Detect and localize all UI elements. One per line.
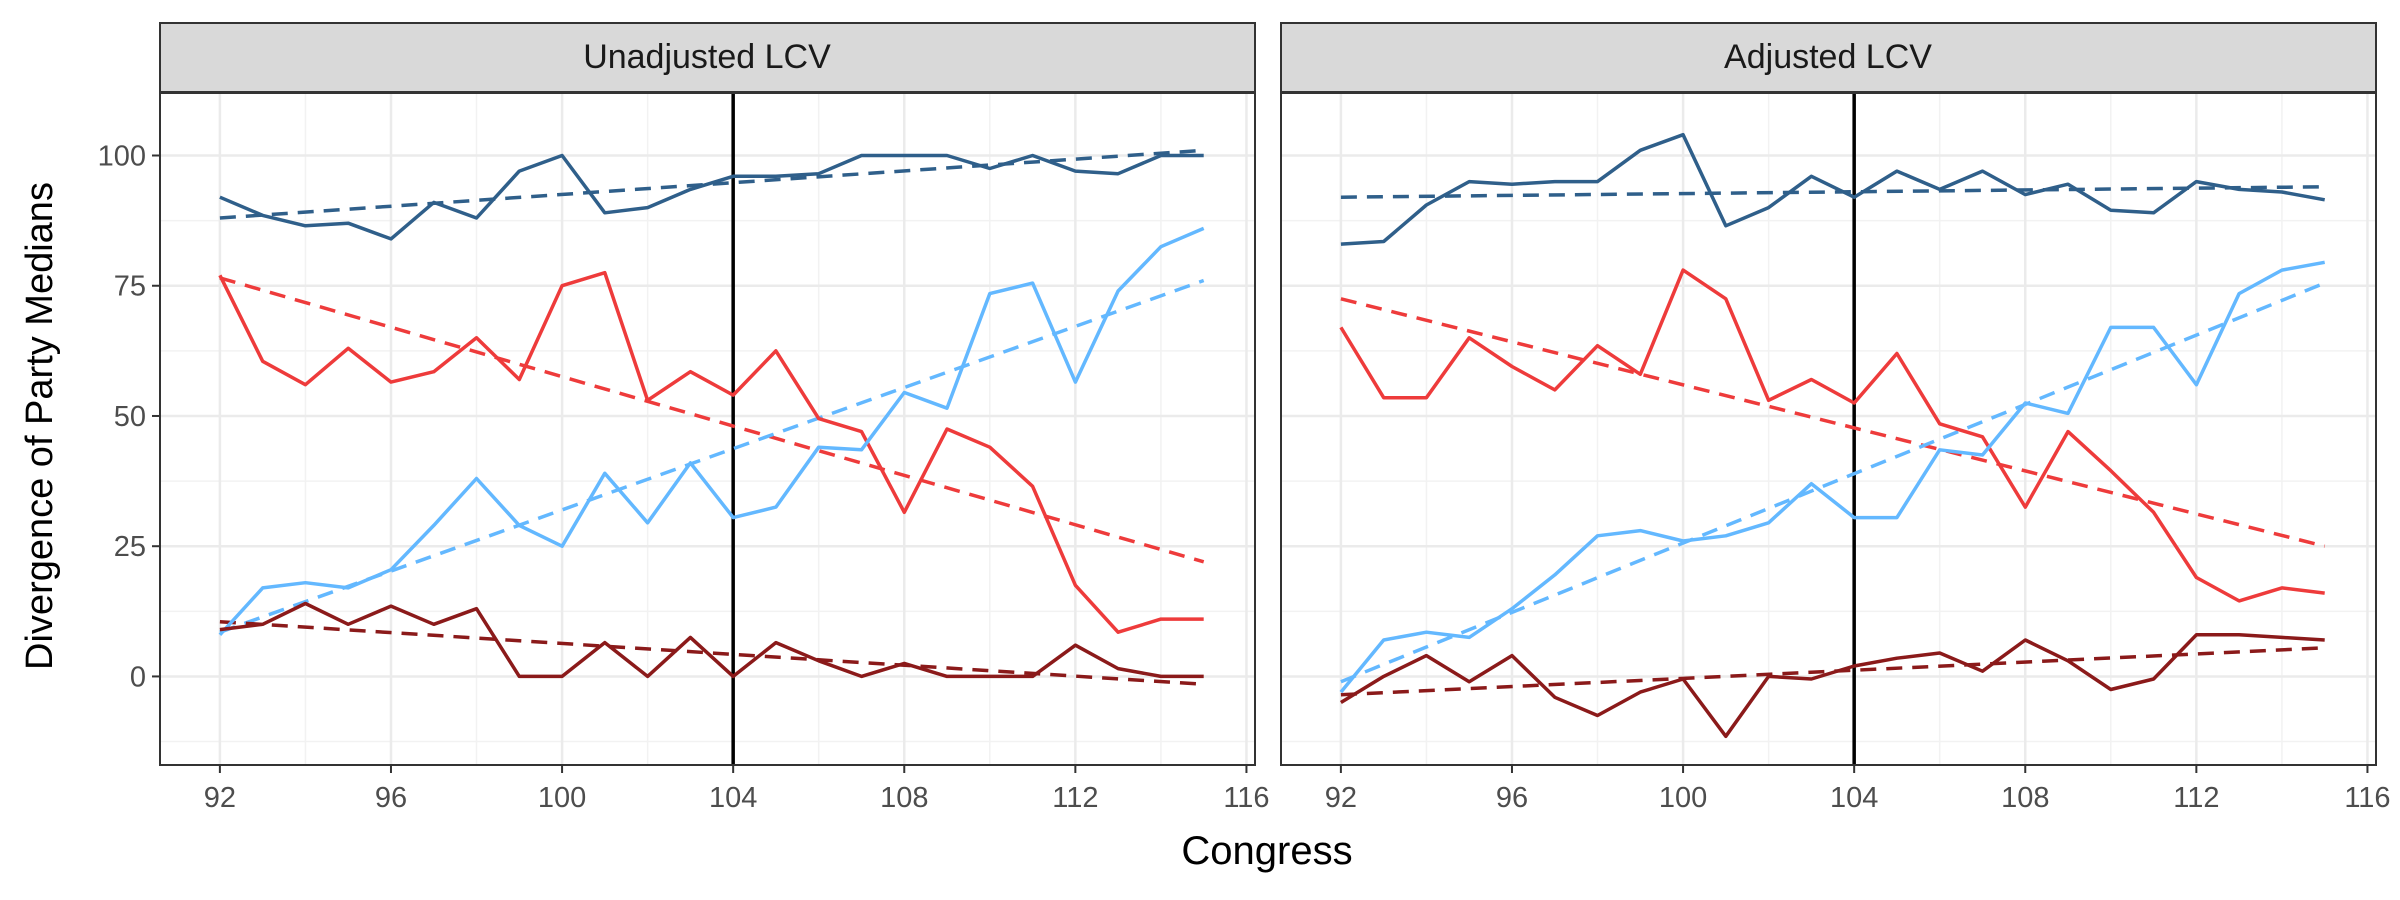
grid-minor [1281,93,2376,765]
x-tick-label: 92 [204,782,236,814]
x-axis-ticks: 92 96 100 104 108 112 116 [204,765,1270,814]
plot-border [159,92,1256,766]
series-light-blue [1339,260,2326,694]
series-dark-red [1339,633,2325,739]
x-tick-label: 104 [1830,782,1878,814]
x-tick-label: 116 [2344,782,2390,814]
panel-adjusted-lcv: Adjusted LCV 92 96 100 104 108 112 116 [1280,22,2391,814]
x-tick-label: 96 [375,782,407,814]
trend-series-dark-red [1340,646,2325,697]
trend-lines [219,148,1205,687]
series-light-blue [218,226,1205,636]
series-red [1339,268,2325,603]
y-axis-title: Divergence of Party Medians [19,182,61,670]
panel-unadjusted-lcv: Unadjusted LCV 92 96 100 104 108 112 116 0 25 50… [98,22,1270,814]
trend-series-light-blue [219,278,1205,634]
y-tick-label: 25 [114,531,146,563]
series-dark-blue [219,153,1204,241]
strip-background [1280,22,2377,93]
y-tick-label: 100 [98,141,146,173]
x-tick-label: 116 [1223,782,1269,814]
plot-background [160,93,1255,765]
y-tick-label: 50 [114,401,146,433]
series-dark-blue [1340,132,2326,246]
x-tick-label: 96 [1496,782,1528,814]
series-dark-red [219,601,1204,679]
series-red [218,270,1204,634]
x-axis-title: Congress [1181,829,1352,873]
trend-series-dark-blue [1340,185,2325,199]
strip-background [159,22,1256,93]
trend-series-light-blue [1340,281,2326,684]
strip-title: Adjusted LCV [1724,38,1932,76]
trend-series-red [219,276,1205,564]
series-lines [218,153,1205,679]
trend-lines [1340,185,2326,697]
series-lines [1339,132,2326,739]
x-tick-label: 112 [2173,782,2219,814]
x-tick-label: 100 [538,782,586,814]
x-tick-label: 104 [709,782,757,814]
y-tick-label: 75 [114,271,146,303]
x-tick-label: 112 [1052,782,1098,814]
x-tick-label: 92 [1325,782,1357,814]
x-tick-label: 100 [1659,782,1707,814]
y-axis-ticks: 0 25 50 75 100 [98,141,160,693]
trend-series-dark-blue [219,148,1204,220]
strip-title: Unadjusted LCV [583,38,831,76]
trend-series-red [1340,297,2326,548]
x-tick-label: 108 [880,782,928,814]
y-tick-label: 0 [130,661,146,693]
x-axis-ticks: 92 96 100 104 108 112 116 [1325,765,2391,814]
trend-series-dark-red [219,619,1204,687]
plot-border [1280,92,2377,766]
x-tick-label: 108 [2001,782,2049,814]
plot-background [1281,93,2376,765]
